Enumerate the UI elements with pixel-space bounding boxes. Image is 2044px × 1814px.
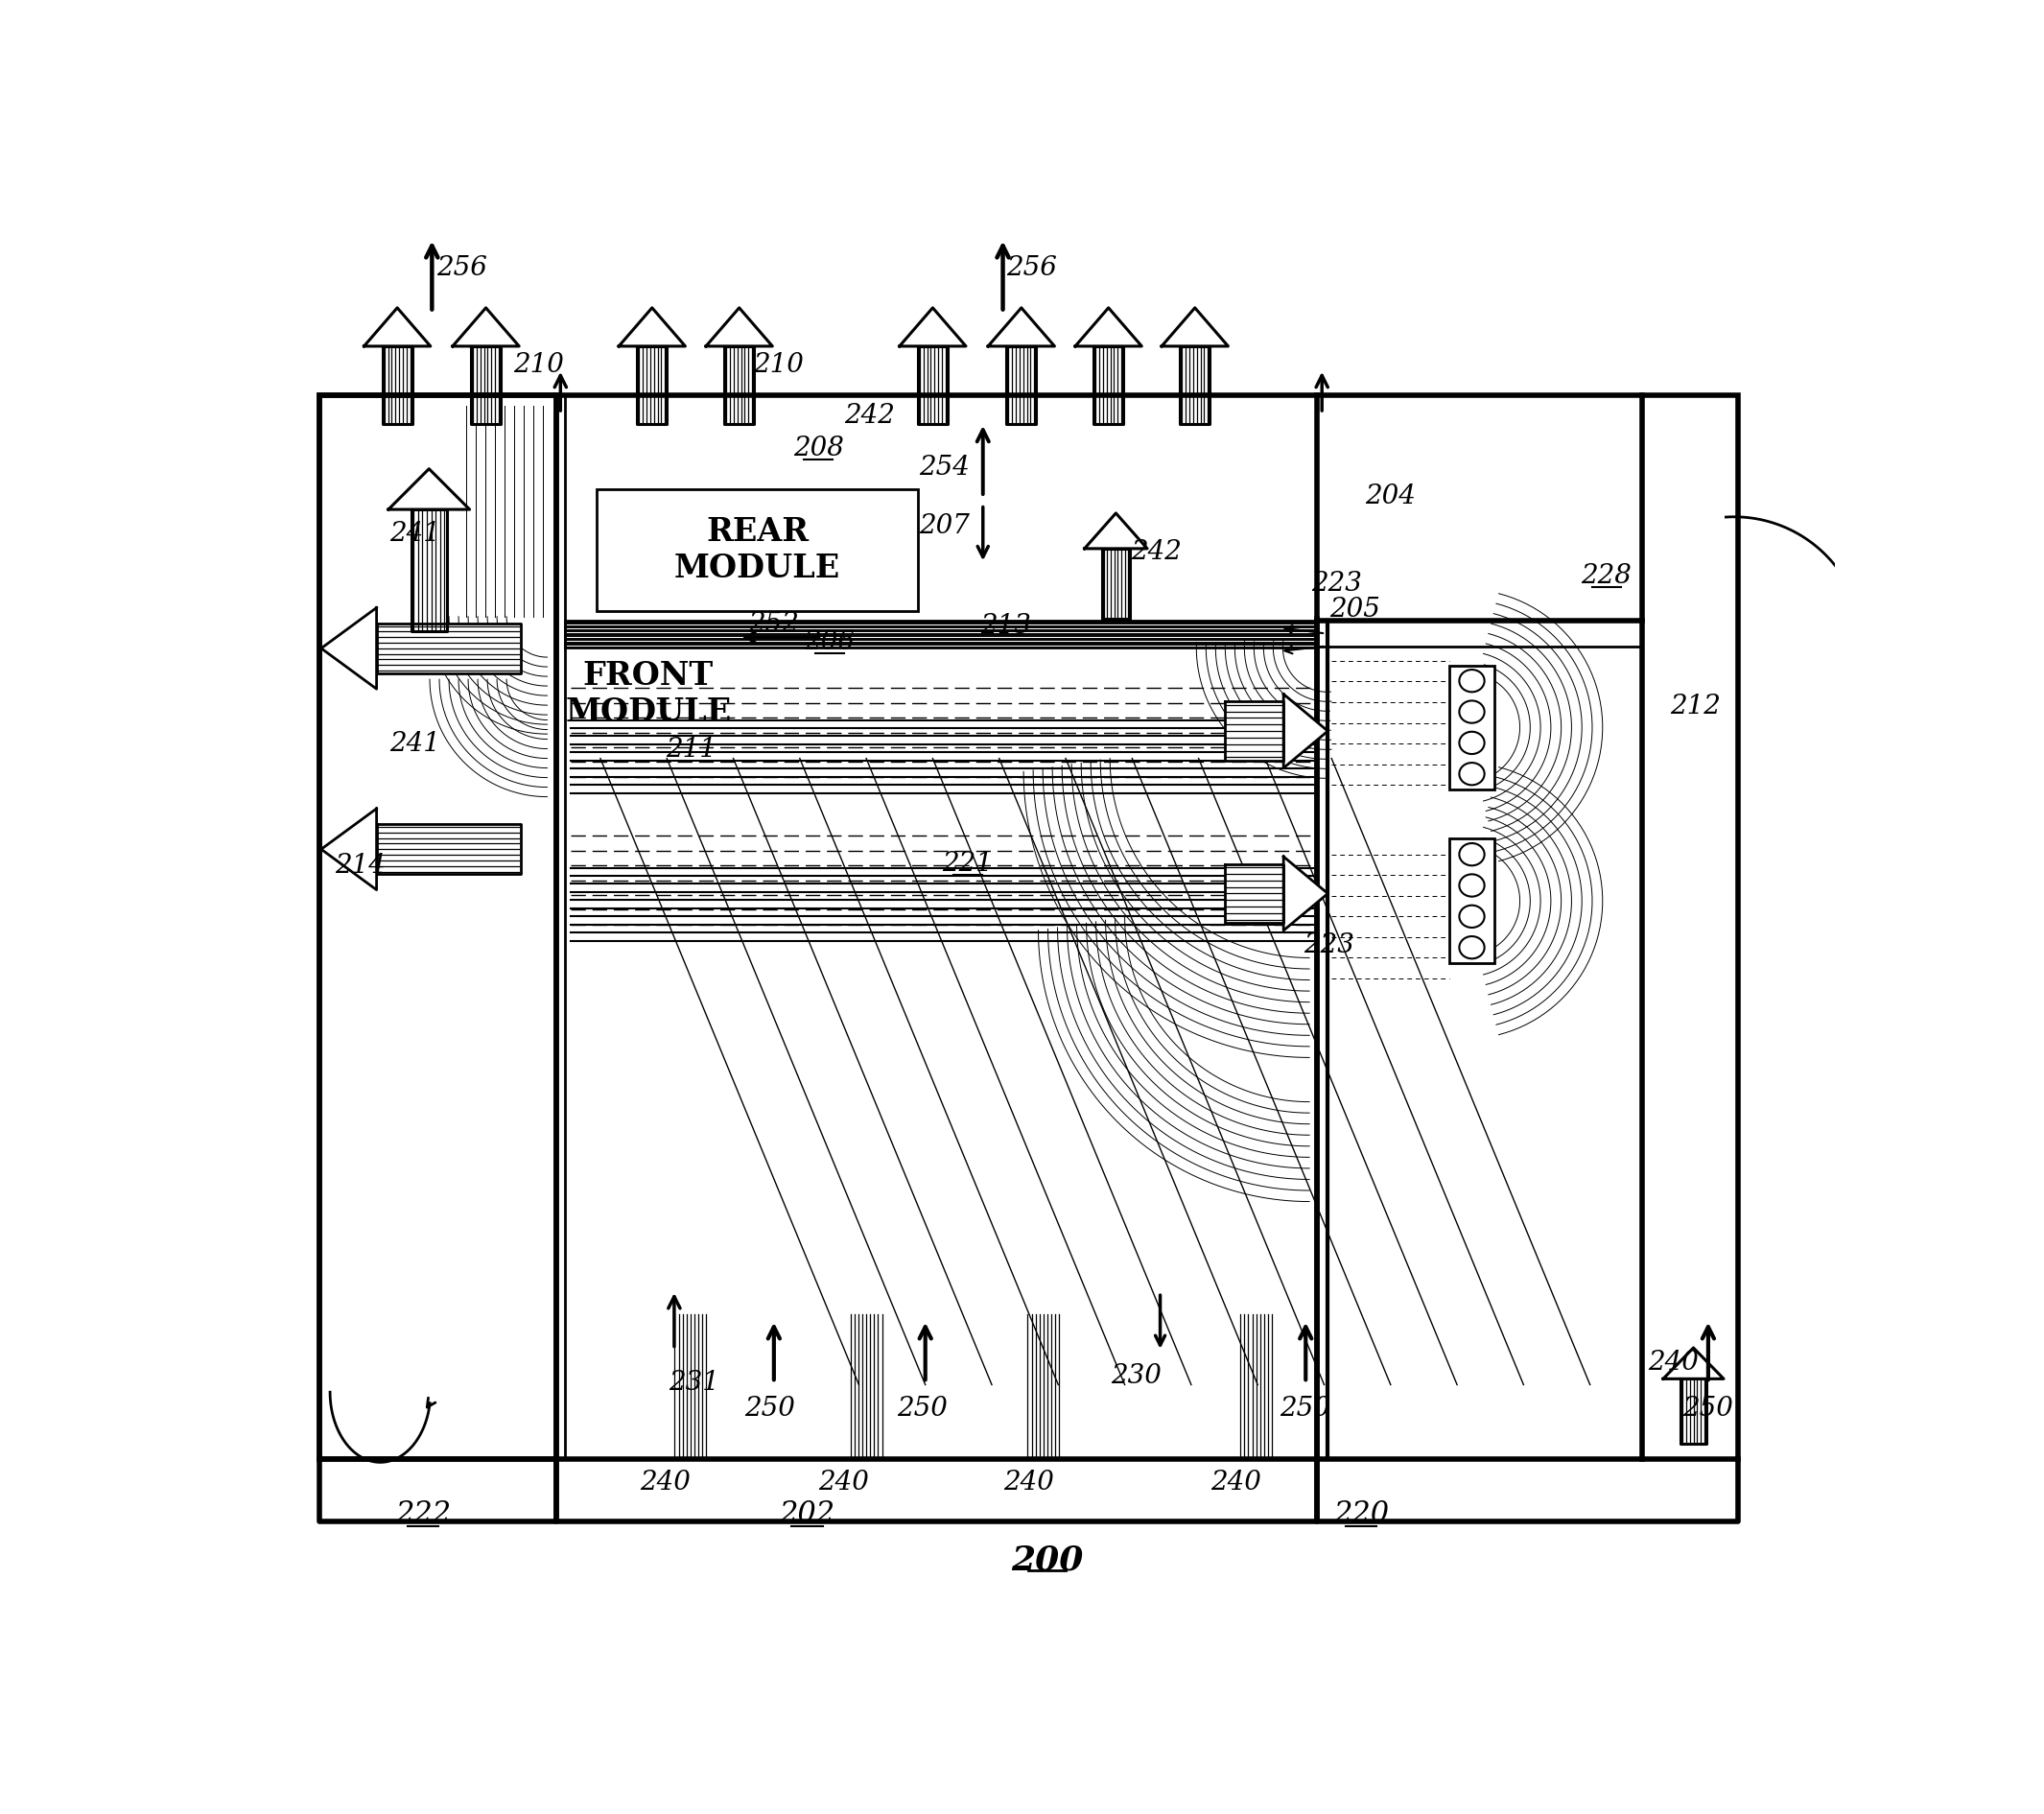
Polygon shape: [619, 308, 685, 346]
Text: 240: 240: [1647, 1350, 1699, 1375]
Text: 230: 230: [1112, 1362, 1161, 1390]
Text: 223: 223: [1312, 570, 1361, 597]
Polygon shape: [411, 510, 448, 631]
Ellipse shape: [1459, 669, 1484, 691]
Text: 220: 220: [1333, 1498, 1390, 1529]
Text: 240: 240: [1004, 1469, 1055, 1495]
Polygon shape: [1102, 548, 1130, 619]
Polygon shape: [1161, 308, 1228, 346]
Polygon shape: [321, 809, 376, 891]
Polygon shape: [638, 346, 666, 424]
Text: 211: 211: [666, 736, 715, 762]
Ellipse shape: [1459, 731, 1484, 755]
Text: 204: 204: [1365, 484, 1416, 510]
Polygon shape: [1284, 856, 1329, 931]
Text: 242: 242: [844, 403, 895, 428]
Ellipse shape: [1459, 874, 1484, 896]
Text: 240: 240: [1210, 1469, 1261, 1495]
Bar: [597, 490, 918, 611]
Text: 256: 256: [435, 256, 486, 281]
Polygon shape: [1224, 863, 1284, 923]
Text: 200: 200: [1012, 1544, 1083, 1576]
Bar: [319, 395, 1737, 1458]
Polygon shape: [705, 308, 773, 346]
Polygon shape: [1179, 346, 1210, 424]
Text: 213: 213: [981, 613, 1032, 639]
Bar: [564, 620, 1316, 648]
Text: 210: 210: [754, 352, 803, 379]
Polygon shape: [1085, 513, 1147, 548]
Polygon shape: [1006, 346, 1036, 424]
Polygon shape: [470, 346, 501, 424]
Ellipse shape: [1459, 905, 1484, 927]
Text: 206: 206: [803, 629, 854, 655]
Text: 208: 208: [793, 435, 844, 461]
Text: 214: 214: [335, 853, 384, 880]
Polygon shape: [1284, 695, 1329, 767]
Ellipse shape: [1459, 936, 1484, 958]
Text: 210: 210: [513, 352, 564, 379]
Bar: [1449, 666, 1494, 789]
Polygon shape: [1094, 346, 1124, 424]
Text: 242: 242: [1130, 539, 1181, 566]
Bar: [1449, 838, 1494, 963]
Text: 231: 231: [668, 1370, 719, 1397]
Polygon shape: [382, 346, 413, 424]
Ellipse shape: [1459, 700, 1484, 724]
Bar: [319, 395, 556, 1458]
Text: 256: 256: [1006, 256, 1057, 281]
Text: 250: 250: [1682, 1395, 1733, 1422]
Text: 241: 241: [390, 731, 442, 756]
Text: 250: 250: [744, 1395, 795, 1422]
Polygon shape: [1680, 1379, 1707, 1444]
Text: 212: 212: [1670, 693, 1721, 720]
Ellipse shape: [1459, 762, 1484, 785]
Polygon shape: [376, 624, 521, 673]
Text: REAR
MODULE: REAR MODULE: [675, 517, 840, 584]
Polygon shape: [388, 468, 470, 510]
Text: 228: 228: [1580, 562, 1631, 590]
Polygon shape: [364, 308, 431, 346]
Text: 252: 252: [748, 611, 799, 637]
Text: 221: 221: [942, 851, 993, 876]
Polygon shape: [376, 824, 521, 874]
Text: 241: 241: [390, 521, 442, 546]
Text: 250: 250: [1280, 1395, 1331, 1422]
Text: 222: 222: [394, 1498, 452, 1529]
Ellipse shape: [1459, 844, 1484, 865]
Text: 250: 250: [897, 1395, 948, 1422]
Text: 223: 223: [1304, 932, 1355, 958]
Text: 240: 240: [820, 1469, 869, 1495]
Text: 254: 254: [920, 454, 971, 481]
Text: 205: 205: [1329, 597, 1380, 622]
Text: FRONT
MODULE: FRONT MODULE: [566, 660, 732, 727]
Text: 240: 240: [640, 1469, 691, 1495]
Polygon shape: [1224, 702, 1284, 760]
Polygon shape: [899, 308, 967, 346]
Polygon shape: [724, 346, 754, 424]
Polygon shape: [918, 346, 948, 424]
Polygon shape: [321, 608, 376, 689]
Text: 202: 202: [779, 1498, 836, 1529]
Polygon shape: [1664, 1348, 1723, 1379]
Polygon shape: [1075, 308, 1143, 346]
Text: 207: 207: [920, 513, 971, 539]
Polygon shape: [452, 308, 519, 346]
Polygon shape: [987, 308, 1055, 346]
